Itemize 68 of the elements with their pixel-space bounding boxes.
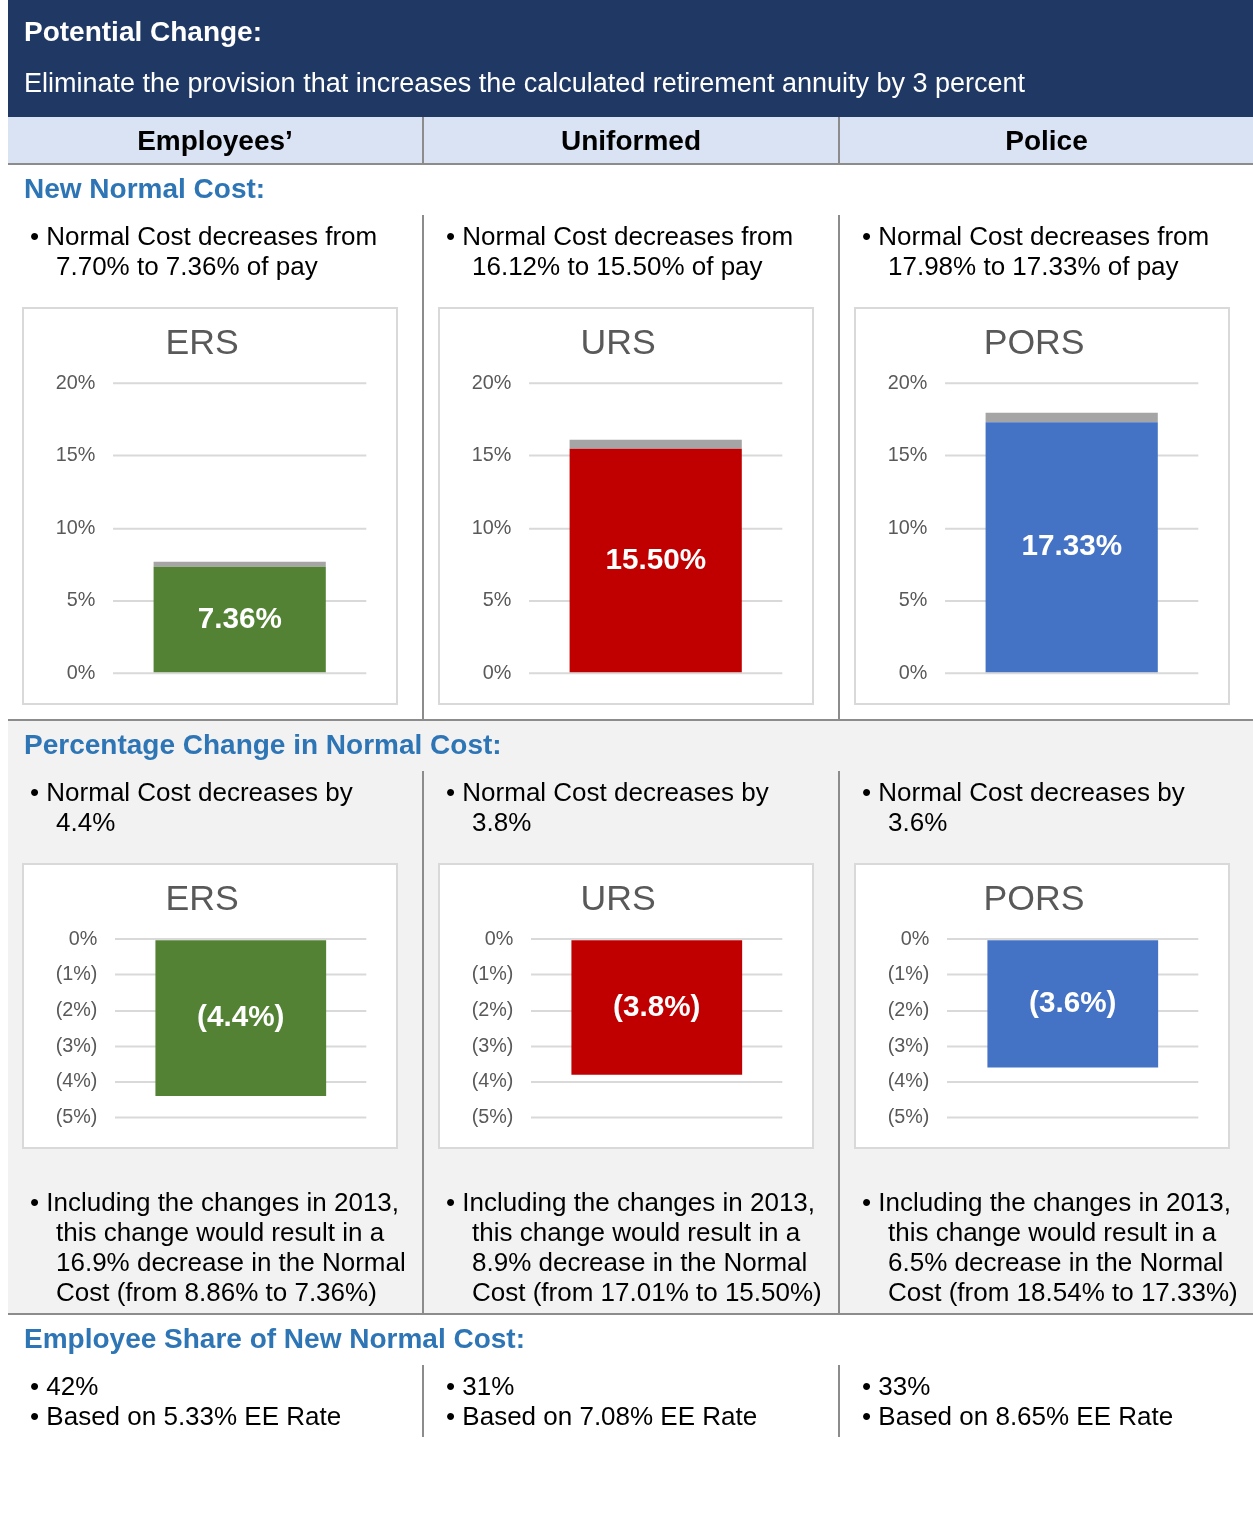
- y-tick-label: 5%: [66, 588, 96, 611]
- data-label: 17.33%: [1021, 528, 1122, 562]
- y-tick-label: (4%): [887, 1069, 930, 1092]
- text: • Normal Cost decreases by 3.8%: [446, 777, 770, 837]
- text: Eliminate the provision that increases the calculated retirement annuity by 3 percent: [24, 68, 1027, 99]
- y-tick-label: (5%): [55, 1104, 98, 1127]
- y-tick-label: 0%: [898, 660, 928, 683]
- y-tick-label: 0%: [66, 660, 96, 683]
- y-tick-label: 15%: [55, 443, 96, 466]
- data-label: (3.8%): [613, 988, 701, 1022]
- y-tick-label: (5%): [887, 1104, 930, 1127]
- text: • 33%: [862, 1371, 932, 1401]
- y-tick-label: 20%: [55, 370, 96, 393]
- y-tick-label: 5%: [482, 588, 512, 611]
- data-label: 15.50%: [605, 541, 706, 575]
- text: Employee Share of New Normal Cost:: [8, 1313, 1253, 1365]
- y-tick-label: 0%: [900, 926, 930, 949]
- y-tick-label: (3%): [471, 1033, 514, 1056]
- text: • Including the changes in 2013, this change would result in a 8.9% decrease in the Normal Cost (from 17.01% to 15.50%): [446, 1187, 823, 1307]
- text: • Including the changes in 2013, this change would result in a 16.9% decrease in the Normal Cost (from 8.86% to 7.36%): [30, 1187, 407, 1307]
- text: Employees’: [8, 117, 424, 163]
- text: • Based on 7.08% EE Rate: [446, 1401, 759, 1431]
- y-tick-label: (4%): [471, 1069, 514, 1092]
- data-label: 7.36%: [197, 600, 282, 634]
- y-tick-label: (2%): [471, 997, 514, 1020]
- y-tick-label: (1%): [471, 962, 514, 985]
- y-tick-label: (3%): [887, 1033, 930, 1056]
- chart-title: URS: [580, 322, 656, 363]
- y-tick-label: 20%: [471, 370, 512, 393]
- y-tick-label: 5%: [898, 588, 928, 611]
- data-label: (4.4%): [197, 999, 285, 1033]
- y-tick-label: (2%): [55, 997, 98, 1020]
- text: • 31%: [446, 1371, 516, 1401]
- y-tick-label: (1%): [55, 962, 98, 985]
- y-tick-label: 0%: [482, 660, 512, 683]
- chart-title: ERS: [165, 877, 239, 918]
- text: • Based on 5.33% EE Rate: [30, 1401, 343, 1431]
- chart-title: PORS: [983, 322, 1085, 363]
- chart-title: ERS: [165, 322, 239, 363]
- y-tick-label: 15%: [471, 443, 512, 466]
- text: • Based on 8.65% EE Rate: [862, 1401, 1175, 1431]
- y-tick-label: 10%: [55, 515, 96, 538]
- y-tick-label: 15%: [887, 443, 928, 466]
- y-tick-label: (3%): [55, 1033, 98, 1056]
- text: Police: [1004, 124, 1089, 158]
- y-tick-label: (5%): [471, 1104, 514, 1127]
- y-tick-label: 0%: [484, 926, 514, 949]
- text: Percentage Change in Normal Cost:: [8, 719, 1253, 771]
- text: • 42%: [30, 1371, 100, 1401]
- chart-title: PORS: [983, 877, 1085, 918]
- text: • Normal Cost decreases from 17.98% to 17.33% of pay: [862, 221, 1211, 281]
- y-tick-label: 10%: [887, 515, 928, 538]
- data-label: (3.6%): [1029, 985, 1117, 1018]
- y-tick-label: 0%: [68, 926, 98, 949]
- y-tick-label: 10%: [471, 515, 512, 538]
- text: • Normal Cost decreases from 16.12% to 15.50% of pay: [446, 221, 795, 281]
- y-tick-label: (4%): [55, 1069, 98, 1092]
- text: • Normal Cost decreases by 4.4%: [30, 777, 354, 837]
- text: • Including the changes in 2013, this change would result in a 6.5% decrease in the Normal Cost (from 18.54% to 17.33%): [862, 1187, 1239, 1307]
- text: • Normal Cost decreases by 3.6%: [862, 777, 1186, 837]
- chart-title: URS: [580, 877, 656, 918]
- y-tick-label: 20%: [887, 370, 928, 393]
- y-tick-label: (2%): [887, 997, 930, 1020]
- text: • Normal Cost decreases from 7.70% to 7.36% of pay: [30, 221, 379, 281]
- text: New Normal Cost:: [23, 172, 267, 206]
- text: Potential Change:: [24, 15, 263, 48]
- y-tick-label: (1%): [887, 962, 930, 985]
- text: Uniformed: [424, 117, 840, 163]
